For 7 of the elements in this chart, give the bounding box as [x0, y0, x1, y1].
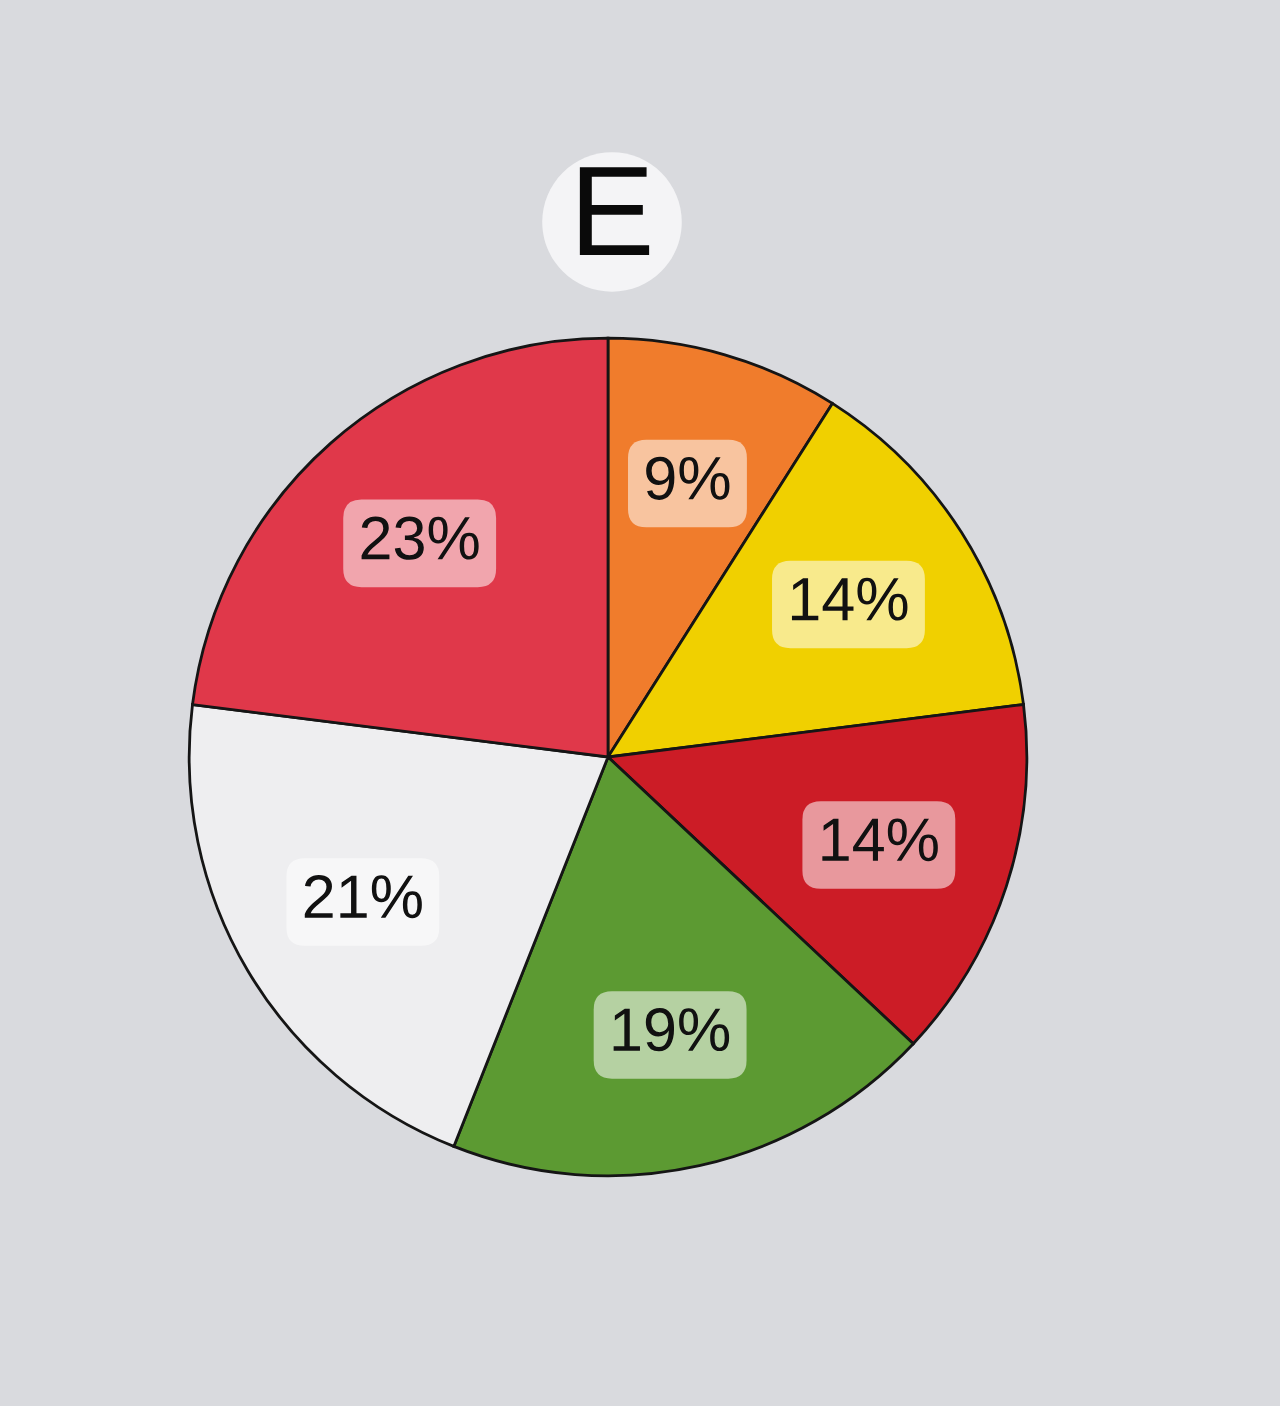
data-label: 9%	[646, 456, 730, 500]
data-label: 21%	[304, 875, 422, 919]
data-label: 23%	[361, 516, 479, 560]
data-label: 14%	[822, 818, 938, 862]
data-label: 14%	[791, 577, 908, 621]
chart-title: E	[579, 167, 650, 256]
data-label: 19%	[613, 1008, 730, 1052]
